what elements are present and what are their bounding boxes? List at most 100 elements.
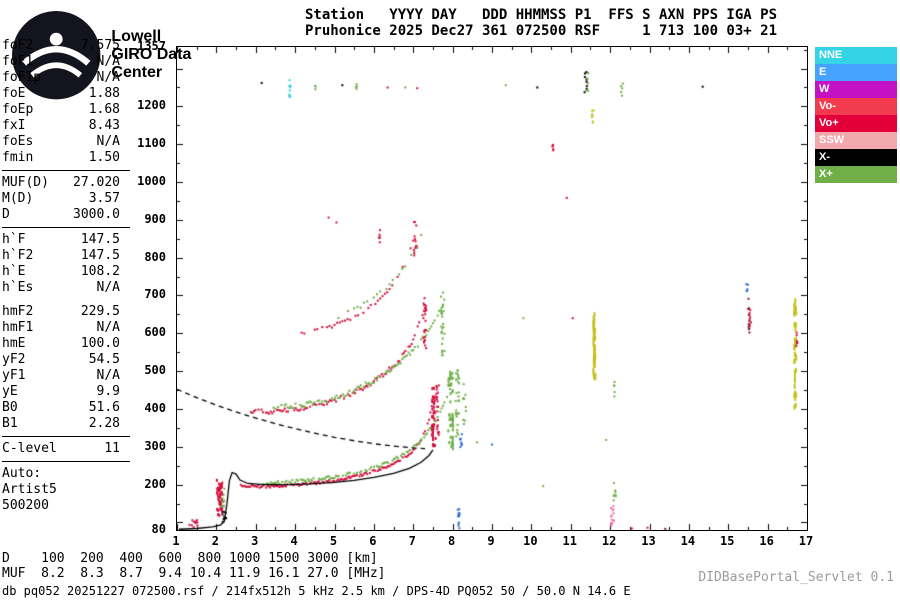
param-label: h`E [2,264,26,279]
param-row: foEs N/A [2,134,130,150]
servlet-version-label: DIDBasePortal_Servlet 0.1 [698,570,894,585]
param-label: yF2 [2,352,26,367]
param-label: hmE [2,336,26,351]
param-value: 3.57 [88,191,120,206]
param-row: fmin 1.50 [2,150,130,166]
param-row: foEp 1.68 [2,102,130,118]
x-axis-tick-label: 2 [211,534,219,548]
param-label: h`F2 [2,248,34,263]
station-header-line1: Station YYYY DAY DDD HHMMSS P1 FFS S AXN… [305,7,778,23]
y-axis-tick-label: 300 [144,438,166,453]
param-row: D 3000.0 [2,207,130,223]
param-label: fmin [2,150,34,165]
param-label: foF1p [2,70,42,85]
ionogram-plot-canvas [177,47,807,530]
x-axis-tick-label: 12 [601,534,617,548]
param-label: D [2,207,10,222]
y-axis-tick-label: 700 [144,287,166,302]
param-label: h`Es [2,280,34,295]
y-axis-tick-label: 1357 [137,39,166,53]
x-axis-tick-label: 10 [523,534,538,548]
legend-item-nne: NNE [815,47,897,64]
param-row: hmE 100.0 [2,336,130,352]
param-row: yF2 54.5 [2,352,130,368]
param-row: M(D) 3.57 [2,191,130,207]
param-label: yF1 [2,368,26,383]
panel-separator [2,461,130,462]
param-label: Auto: [2,466,42,481]
param-row: hmF2 229.5 [2,304,130,320]
param-label: Artist5 [2,482,57,497]
param-value: N/A [96,368,120,383]
param-label: M(D) [2,191,34,206]
giro-logo-icon [12,11,101,100]
param-row: yF1 N/A [2,368,130,384]
x-axis-tick-label: 1 [172,534,180,548]
param-row: B0 51.6 [2,400,130,416]
legend-item-w: W [815,81,897,98]
y-axis-tick-label: 1000 [137,174,166,189]
param-value: 1.50 [88,150,120,165]
param-label: h`F [2,232,26,247]
param-label: B1 [2,416,18,431]
param-label: MUF(D) [2,175,49,190]
param-row: hmF1 N/A [2,320,130,336]
param-label: B0 [2,400,18,415]
param-label: C-level [2,441,57,456]
y-axis-labels: 1357 1200 1100 1000 900 800 700 600 500 400 300 200… [120,40,172,536]
param-value: N/A [96,54,120,69]
param-row: h`F 147.5 [2,232,130,248]
y-axis-tick-label: 400 [144,400,166,415]
param-row: foF2 7.575 [2,38,130,54]
param-row: fxI 8.43 [2,118,130,134]
param-label: 500200 [2,498,49,513]
legend-item-x: X- [815,149,897,166]
param-value: 7.575 [80,38,120,53]
param-row: foF1p N/A [2,70,130,86]
station-header: Station YYYY DAY DDD HHMMSS P1 FFS S AXN… [305,7,777,39]
param-value: N/A [96,320,120,335]
panel-gap [2,296,130,304]
param-value: 1.88 [88,86,120,101]
legend-item-vo: Vo- [815,98,897,115]
param-label: hmF2 [2,304,34,319]
param-value: 108.2 [80,264,120,279]
x-axis-tick-label: 5 [329,534,338,548]
param-row: h`Es N/A [2,280,130,296]
param-row: foE 1.88 [2,86,130,102]
x-axis-tick-label: 9 [487,534,495,548]
param-label: hmF1 [2,320,34,335]
x-axis-tick-label: 15 [720,534,735,548]
param-value: 27.020 [73,175,120,190]
x-axis-tick-label: 8 [448,534,456,548]
param-label: yE [2,384,18,399]
param-value: 1.68 [88,102,120,117]
param-label: foEs [2,134,34,149]
param-row: C-level 11 [2,441,130,457]
legend-item-e: E [815,64,897,81]
ionogram-plot-frame [176,46,808,531]
param-row: h`F2 147.5 [2,248,130,264]
app-title-text: Lowell GIRO Data Center [111,28,192,82]
param-value: 11 [104,441,120,456]
param-value: 8.43 [88,118,120,133]
y-axis-tick-label: 800 [144,249,166,264]
panel-separator [2,227,130,228]
x-axis-tick-label: 4 [290,534,298,548]
y-axis-tick-label: 900 [144,211,166,226]
param-value: 51.6 [88,400,120,415]
d-muf-table: D 100 200 400 600 800 1000 1500 3000 [km… [2,551,386,581]
param-label: foEp [2,102,34,117]
param-value: 3000.0 [73,207,120,222]
app-title: Lowell GIRO Data Center [8,7,204,103]
x-axis-tick-label: 14 [680,534,696,548]
x-axis-tick-label: 11 [562,534,577,548]
param-row: foF1 N/A [2,54,130,70]
legend-item-vo: Vo+ [815,115,897,132]
param-label: foF2 [2,38,34,53]
param-value: N/A [96,280,120,295]
param-row: h`E 108.2 [2,264,130,280]
measurement-status-line: db pq052 20251227 072500.rsf / 214fx512h… [2,584,631,598]
param-value: 147.5 [80,232,120,247]
y-axis-tick-label: 1200 [137,98,166,113]
